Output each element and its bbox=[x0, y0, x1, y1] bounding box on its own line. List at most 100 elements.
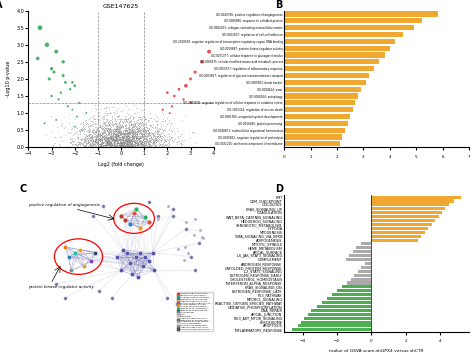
Point bbox=[80, 128, 87, 134]
Point bbox=[135, 120, 142, 126]
Point bbox=[121, 136, 129, 142]
Point bbox=[143, 138, 150, 144]
Point bbox=[153, 135, 160, 141]
Point bbox=[132, 124, 140, 130]
Point bbox=[132, 135, 140, 140]
Point bbox=[120, 136, 128, 141]
Point bbox=[127, 117, 134, 122]
Bar bbox=[372, 223, 432, 226]
Point bbox=[109, 136, 117, 142]
Point bbox=[159, 107, 166, 113]
Point bbox=[116, 144, 123, 150]
Point bbox=[139, 123, 146, 128]
Point bbox=[83, 144, 91, 150]
Point bbox=[161, 142, 168, 148]
Point bbox=[132, 120, 140, 126]
Point bbox=[147, 139, 155, 145]
Point bbox=[125, 135, 133, 140]
Point bbox=[138, 132, 146, 138]
Point bbox=[89, 121, 97, 127]
Point bbox=[146, 126, 153, 131]
Point bbox=[135, 120, 142, 126]
Point bbox=[73, 143, 81, 149]
Point bbox=[131, 137, 139, 143]
Point bbox=[145, 142, 152, 148]
Point bbox=[131, 122, 138, 128]
Point bbox=[36, 25, 44, 30]
Point bbox=[89, 138, 97, 144]
Point bbox=[152, 142, 159, 148]
Point bbox=[176, 140, 183, 146]
Point bbox=[116, 137, 123, 143]
Bar bbox=[284, 134, 342, 139]
Point bbox=[130, 125, 138, 130]
Point bbox=[118, 136, 126, 142]
Point bbox=[141, 142, 148, 147]
Point bbox=[122, 119, 130, 124]
Point bbox=[119, 136, 127, 142]
Point bbox=[81, 106, 88, 112]
Point bbox=[94, 133, 102, 139]
Point bbox=[126, 126, 134, 131]
Point bbox=[48, 128, 55, 134]
Point bbox=[87, 122, 94, 128]
Point bbox=[120, 130, 128, 136]
Point bbox=[72, 130, 79, 136]
Point bbox=[138, 131, 146, 136]
Point bbox=[148, 142, 156, 148]
Point bbox=[96, 135, 103, 141]
Point bbox=[165, 138, 173, 144]
Point bbox=[109, 138, 117, 144]
Point bbox=[148, 119, 155, 124]
Point bbox=[108, 295, 116, 300]
Point bbox=[119, 142, 127, 148]
Point bbox=[124, 126, 132, 132]
Point bbox=[99, 131, 107, 137]
Point bbox=[128, 143, 136, 149]
Point bbox=[137, 142, 144, 147]
Point bbox=[83, 138, 91, 144]
Point bbox=[95, 137, 103, 143]
Point bbox=[130, 122, 138, 128]
Point bbox=[138, 108, 146, 113]
Bar bbox=[332, 293, 372, 296]
Point bbox=[114, 137, 122, 143]
Point bbox=[143, 127, 150, 132]
Point bbox=[101, 140, 109, 146]
Point bbox=[117, 124, 125, 129]
Point bbox=[126, 131, 133, 137]
Point bbox=[117, 134, 124, 140]
Point bbox=[82, 117, 89, 123]
Point bbox=[124, 134, 131, 140]
Point bbox=[117, 136, 124, 142]
Point bbox=[112, 139, 119, 145]
Point bbox=[112, 128, 120, 134]
Point bbox=[138, 138, 146, 144]
Point bbox=[131, 143, 139, 148]
Point bbox=[151, 128, 158, 134]
Point bbox=[91, 143, 99, 149]
Point bbox=[79, 119, 86, 125]
Point bbox=[101, 143, 109, 149]
Point bbox=[149, 138, 157, 143]
Point bbox=[86, 123, 94, 129]
Point bbox=[130, 131, 138, 137]
Point bbox=[156, 133, 164, 138]
Point bbox=[130, 139, 138, 145]
Point bbox=[105, 139, 113, 145]
Point bbox=[103, 144, 111, 150]
Point bbox=[85, 123, 92, 128]
Point bbox=[112, 137, 120, 143]
Point bbox=[158, 142, 165, 148]
Point bbox=[151, 128, 159, 134]
Point bbox=[113, 133, 121, 139]
Point bbox=[163, 137, 171, 142]
Point bbox=[140, 142, 148, 148]
Point bbox=[125, 139, 133, 145]
Point bbox=[151, 131, 159, 137]
Point bbox=[137, 140, 144, 145]
Point bbox=[137, 128, 145, 133]
Point bbox=[131, 132, 139, 138]
Point bbox=[94, 130, 101, 136]
Point bbox=[111, 137, 118, 143]
